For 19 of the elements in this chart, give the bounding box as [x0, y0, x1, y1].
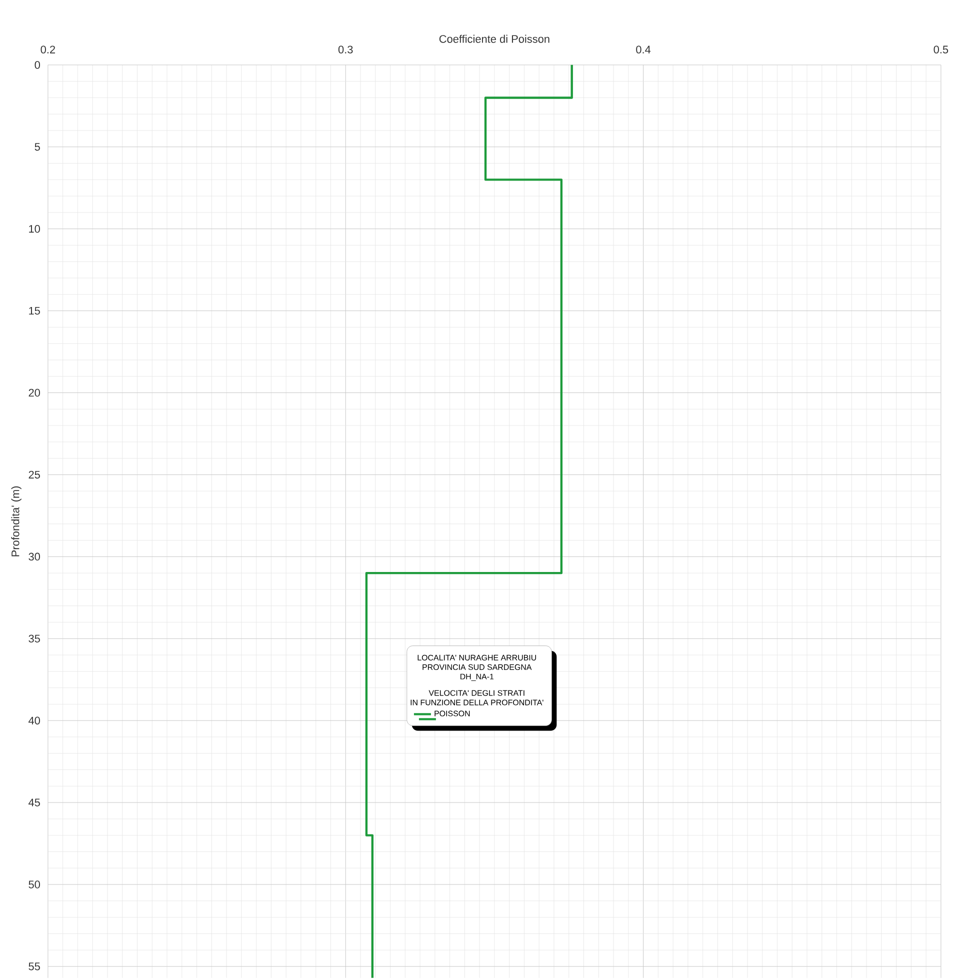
y-tick-label: 0 — [34, 61, 40, 69]
y-tick-label: 20 — [28, 388, 40, 397]
y-tick-label: 50 — [28, 880, 40, 888]
y-tick-label: 30 — [28, 552, 40, 561]
line-series — [365, 64, 573, 979]
y-tick-label: 45 — [28, 798, 40, 806]
x-tick-label: 0.5 — [934, 46, 948, 54]
y-tick-label: 25 — [28, 470, 40, 479]
x-tick-label: 0.3 — [338, 46, 353, 54]
y-axis-title: Profondita' (m) — [11, 486, 22, 556]
y-tick-label: 5 — [34, 143, 40, 151]
x-tick-label: 0.4 — [636, 46, 651, 54]
x-tick-label: 0.2 — [40, 46, 56, 54]
y-tick-label: 15 — [29, 306, 40, 315]
y-tick-label: 55 — [28, 962, 40, 970]
y-tick-label: 40 — [28, 716, 40, 724]
y-tick-label: 35 — [28, 634, 40, 642]
x-axis-title: Coefficiente di Poisson — [439, 34, 550, 43]
y-tick-label: 10 — [29, 224, 40, 233]
